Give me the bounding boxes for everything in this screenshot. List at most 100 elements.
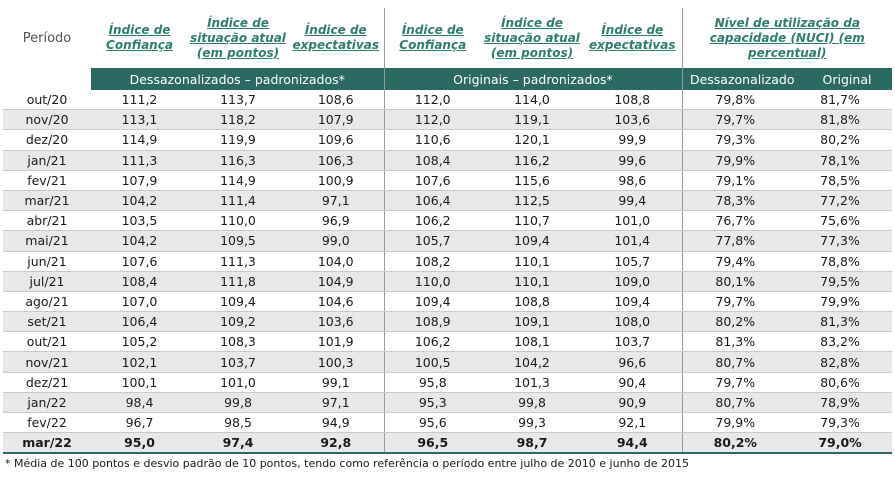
period-cell: out/21 <box>3 331 91 353</box>
value-cell: 101,9 <box>288 331 384 353</box>
value-cell: 105,2 <box>91 331 188 353</box>
subheader-originais-padronizados: Originais – padronizados* <box>383 68 682 90</box>
table-body: out/20 111,2 113,7 108,6 112,0 114,0 108,8 79,8… <box>3 90 893 455</box>
value-cell: 79,3% <box>681 129 802 151</box>
table-row: abr/21 103,5 110,0 96,9 106,2 110,7 101,0 76,7%… <box>3 210 893 232</box>
value-cell: 79,9% <box>802 291 893 313</box>
value-cell: 114,9 <box>188 170 288 191</box>
value-cell: 98,7 <box>481 432 583 455</box>
value-cell: 108,9 <box>383 311 481 333</box>
value-cell: 109,6 <box>288 129 384 151</box>
subheader-row: Dessazonalizados – padronizados* Origina… <box>3 68 893 90</box>
value-cell: 79,9% <box>681 150 802 171</box>
value-cell: 80,6% <box>802 372 893 393</box>
value-cell: 79,1% <box>681 170 802 191</box>
value-cell: 99,4 <box>583 190 682 212</box>
value-cell: 81,8% <box>802 109 893 131</box>
value-cell: 104,2 <box>91 190 188 212</box>
table-row: nov/20 113,1 118,2 107,9 112,0 119,1 103,6 79,7… <box>3 109 893 131</box>
value-cell: 112,0 <box>383 109 481 131</box>
value-cell: 106,4 <box>91 311 188 333</box>
value-cell: 100,3 <box>288 351 384 373</box>
value-cell: 81,3% <box>802 311 893 333</box>
value-cell: 113,1 <box>91 109 188 131</box>
period-cell: mai/21 <box>3 230 91 252</box>
subheader-original: Original <box>802 68 893 90</box>
value-cell: 108,0 <box>583 311 682 333</box>
value-cell: 119,9 <box>188 129 288 151</box>
value-cell: 96,9 <box>288 210 384 232</box>
header-nuci: Nível de utilização da capacidade (NUCI)… <box>681 8 893 68</box>
table-row: out/21 105,2 108,3 101,9 106,2 108,1 103,7 81,3… <box>3 331 893 353</box>
value-cell: 92,8 <box>288 432 384 455</box>
footnote: * Média de 100 pontos e desvio padrão de… <box>5 457 689 471</box>
value-cell: 116,2 <box>481 150 583 171</box>
value-cell: 103,7 <box>188 351 288 373</box>
table-row: jan/22 98,4 99,8 97,1 95,3 99,8 90,9 80,7% 78,9% <box>3 392 893 414</box>
table-row: ago/21 107,0 109,4 104,6 109,4 108,8 109,4 79,7… <box>3 291 893 313</box>
value-cell: 107,9 <box>288 109 384 131</box>
value-cell: 78,1% <box>802 150 893 171</box>
value-cell: 111,8 <box>188 271 288 292</box>
value-cell: 110,0 <box>383 271 481 292</box>
subheader-dessazonalizado: Dessazonalizado <box>681 68 802 90</box>
value-cell: 77,2% <box>802 190 893 212</box>
header-row: Período Índice de Confiança Índice de si… <box>3 8 893 68</box>
table-row: jun/21 107,6 111,3 104,0 108,2 110,1 105,7 79,4… <box>3 251 893 272</box>
value-cell: 99,0 <box>288 230 384 252</box>
value-cell: 110,7 <box>481 210 583 232</box>
value-cell: 80,7% <box>681 351 802 373</box>
value-cell: 83,2% <box>802 331 893 353</box>
value-cell: 79,7% <box>681 291 802 313</box>
table-row: nov/21 102,1 103,7 100,3 100,5 104,2 96,6 80,7%… <box>3 351 893 373</box>
value-cell: 108,4 <box>383 150 481 171</box>
value-cell: 106,2 <box>383 331 481 353</box>
value-cell: 80,2% <box>681 311 802 333</box>
value-cell: 101,0 <box>583 210 682 232</box>
value-cell: 78,9% <box>802 392 893 414</box>
value-cell: 108,1 <box>481 331 583 353</box>
value-cell: 79,5% <box>802 271 893 292</box>
value-cell: 77,3% <box>802 230 893 252</box>
period-cell: mar/22 <box>3 432 91 455</box>
value-cell: 106,2 <box>383 210 481 232</box>
period-cell: jan/21 <box>3 150 91 171</box>
value-cell: 79,8% <box>681 90 802 111</box>
value-cell: 120,1 <box>481 129 583 151</box>
indices-table: Período Índice de Confiança Índice de si… <box>3 8 893 455</box>
value-cell: 95,6 <box>383 412 481 434</box>
value-cell: 111,3 <box>91 150 188 171</box>
value-cell: 110,1 <box>481 251 583 272</box>
value-cell: 104,6 <box>288 291 384 313</box>
value-cell: 108,6 <box>288 90 384 111</box>
value-cell: 104,9 <box>288 271 384 292</box>
value-cell: 104,0 <box>288 251 384 272</box>
period-cell: ago/21 <box>3 291 91 313</box>
table-row: jan/21 111,3 116,3 106,3 108,4 116,2 99,6 79,9%… <box>3 150 893 171</box>
value-cell: 109,4 <box>383 291 481 313</box>
value-cell: 104,2 <box>481 351 583 373</box>
value-cell: 80,2% <box>681 432 802 455</box>
value-cell: 97,1 <box>288 392 384 414</box>
value-cell: 110,0 <box>188 210 288 232</box>
period-cell: fev/22 <box>3 412 91 434</box>
value-cell: 99,3 <box>481 412 583 434</box>
value-cell: 81,3% <box>681 331 802 353</box>
value-cell: 107,9 <box>91 170 188 191</box>
period-cell: nov/20 <box>3 109 91 131</box>
value-cell: 77,8% <box>681 230 802 252</box>
value-cell: 95,8 <box>383 372 481 393</box>
value-cell: 109,1 <box>481 311 583 333</box>
value-cell: 109,0 <box>583 271 682 292</box>
period-cell: mar/21 <box>3 190 91 212</box>
period-cell: jun/21 <box>3 251 91 272</box>
value-cell: 105,7 <box>583 251 682 272</box>
value-cell: 103,6 <box>583 109 682 131</box>
value-cell: 104,2 <box>91 230 188 252</box>
value-cell: 105,7 <box>383 230 481 252</box>
value-cell: 95,3 <box>383 392 481 414</box>
period-cell: fev/21 <box>3 170 91 191</box>
header-situacao-atual-1: Índice de situação atual (em pontos) <box>190 15 286 60</box>
value-cell: 80,2% <box>802 129 893 151</box>
header-indice-confianca-2: Índice de Confiança <box>383 8 481 68</box>
